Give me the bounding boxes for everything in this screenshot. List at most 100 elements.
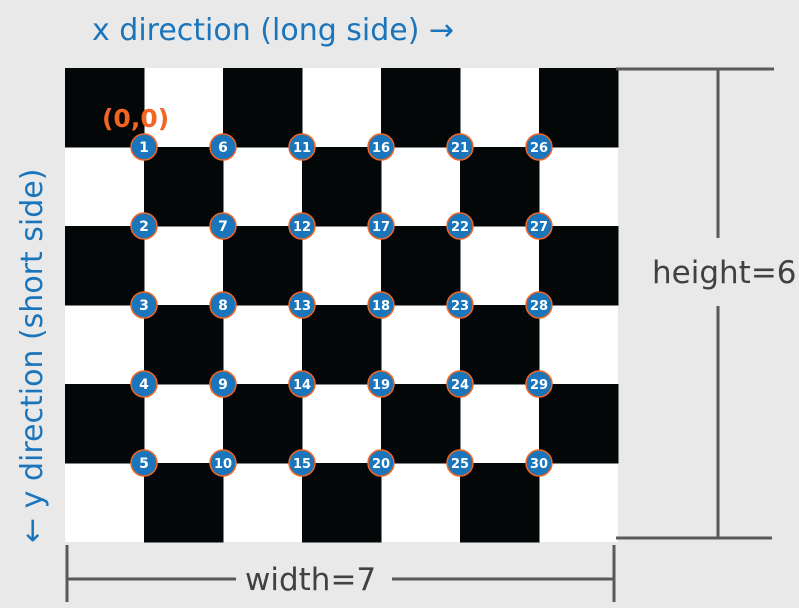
corner-marker: 29: [525, 370, 553, 398]
black-square: [539, 384, 619, 464]
corner-marker-circle: [525, 449, 553, 477]
corner-marker-circle: [209, 291, 237, 319]
corner-marker-number: 22: [451, 220, 469, 235]
corner-marker-number: 9: [218, 377, 228, 393]
corner-marker-number: 30: [530, 457, 548, 472]
corner-marker-number: 8: [218, 298, 228, 314]
corner-markers: 1234567891011121314151617181920212223242…: [130, 133, 553, 477]
corner-marker: 4: [130, 370, 158, 398]
corner-marker: 22: [446, 212, 474, 240]
corner-marker-number: 1: [139, 140, 149, 156]
height-dimension: height=6: [616, 67, 797, 540]
corner-marker-circle: [288, 212, 316, 240]
corner-marker-circle: [288, 370, 316, 398]
corner-marker-circle: [367, 449, 395, 477]
corner-marker-circle: [209, 133, 237, 161]
black-square: [65, 384, 145, 464]
black-square: [302, 463, 382, 543]
corner-marker: 18: [367, 291, 395, 319]
corner-marker-circle: [288, 291, 316, 319]
corner-marker: 5: [130, 449, 158, 477]
black-square: [144, 463, 224, 543]
corner-marker-number: 29: [530, 378, 548, 393]
corner-marker: 30: [525, 449, 553, 477]
corner-marker-number: 19: [372, 378, 390, 393]
black-square: [65, 68, 145, 148]
black-square: [144, 147, 224, 227]
width-dimension: width=7: [65, 545, 616, 602]
height-label: height=6: [652, 255, 797, 291]
corner-marker: 27: [525, 212, 553, 240]
corner-marker-number: 26: [530, 141, 548, 156]
corner-marker-circle: [446, 449, 474, 477]
corner-marker-number: 23: [451, 299, 469, 314]
corner-marker-number: 16: [372, 141, 390, 156]
y-direction-label: ← y direction (short side): [15, 169, 50, 543]
corner-marker-circle: [367, 212, 395, 240]
corner-marker-circle: [446, 133, 474, 161]
corner-marker-number: 2: [139, 219, 149, 235]
corner-marker: 10: [209, 449, 237, 477]
corner-marker: 23: [446, 291, 474, 319]
black-square: [460, 305, 540, 385]
corner-marker: 28: [525, 291, 553, 319]
corner-marker-number: 21: [451, 141, 469, 156]
corner-marker: 15: [288, 449, 316, 477]
corner-marker: 20: [367, 449, 395, 477]
corner-marker: 6: [209, 133, 237, 161]
corner-marker-circle: [288, 133, 316, 161]
corner-marker-number: 25: [451, 457, 469, 472]
corner-marker: 8: [209, 291, 237, 319]
corner-marker: 25: [446, 449, 474, 477]
black-square: [539, 68, 619, 148]
corner-marker-number: 24: [451, 378, 469, 393]
corner-marker: 3: [130, 291, 158, 319]
origin-label: (0,0): [102, 104, 169, 133]
corner-marker: 14: [288, 370, 316, 398]
corner-marker-circle: [446, 370, 474, 398]
corner-marker-number: 12: [293, 220, 311, 235]
corner-marker-number: 5: [139, 456, 149, 472]
black-square: [381, 384, 461, 464]
x-direction-label: x direction (long side) →: [92, 13, 454, 48]
black-square: [302, 147, 382, 227]
black-square: [302, 305, 382, 385]
black-square: [65, 226, 145, 306]
corner-marker-number: 4: [139, 377, 149, 393]
width-label: width=7: [245, 562, 376, 598]
corner-marker-number: 3: [139, 298, 149, 314]
corner-marker-circle: [446, 291, 474, 319]
corner-marker-number: 11: [293, 141, 311, 156]
corner-marker-number: 14: [293, 378, 311, 393]
black-square: [223, 226, 303, 306]
corner-marker: 2: [130, 212, 158, 240]
corner-marker-number: 7: [218, 219, 228, 235]
corner-marker-circle: [130, 370, 158, 398]
corner-marker-number: 13: [293, 299, 311, 314]
corner-marker: 26: [525, 133, 553, 161]
corner-marker-circle: [367, 370, 395, 398]
corner-marker: 17: [367, 212, 395, 240]
corner-marker: 7: [209, 212, 237, 240]
corner-marker-circle: [130, 449, 158, 477]
corner-marker-number: 17: [372, 220, 390, 235]
corner-marker: 24: [446, 370, 474, 398]
black-square: [460, 147, 540, 227]
corner-marker: 1: [130, 133, 158, 161]
corner-marker: 9: [209, 370, 237, 398]
black-square: [144, 305, 224, 385]
black-square: [223, 68, 303, 148]
corner-marker-circle: [288, 449, 316, 477]
corner-marker-circle: [209, 449, 237, 477]
corner-marker: 16: [367, 133, 395, 161]
corner-marker-circle: [525, 291, 553, 319]
corner-marker-circle: [446, 212, 474, 240]
corner-marker: 11: [288, 133, 316, 161]
corner-marker-circle: [367, 291, 395, 319]
corner-marker-number: 28: [530, 299, 548, 314]
corner-marker-circle: [525, 212, 553, 240]
corner-marker-circle: [209, 212, 237, 240]
black-square: [223, 384, 303, 464]
corner-marker: 12: [288, 212, 316, 240]
